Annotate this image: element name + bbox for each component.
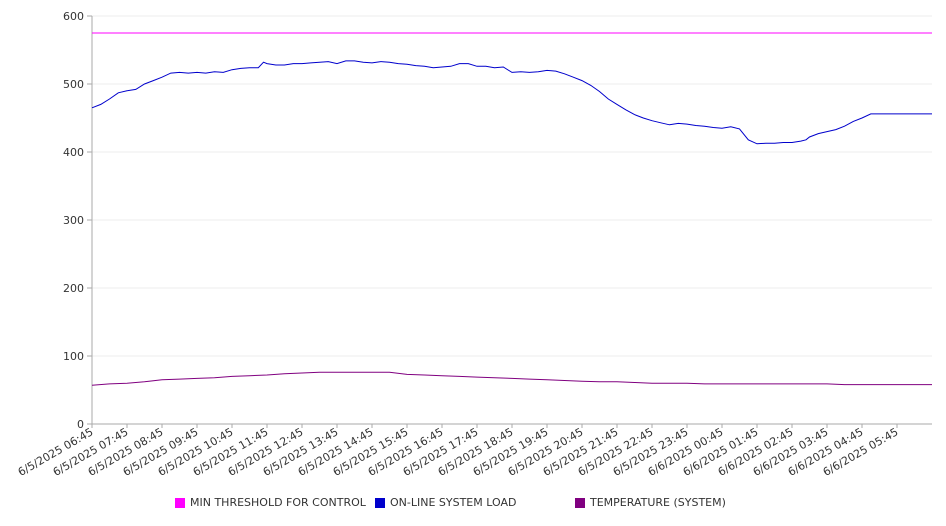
y-tick-label-100: 100 [63, 350, 84, 363]
line-chart: 0 100 200 300 400 500 600 6/5/2025 06:456/5/20… [16, 10, 932, 479]
gridlines [92, 15, 932, 357]
y-tick-label-500: 500 [63, 78, 84, 91]
series-line-1 [91, 60, 932, 145]
y-tick-label-0: 0 [77, 418, 84, 431]
series-lines [91, 32, 932, 386]
y-tick-label-600: 600 [63, 10, 84, 23]
legend-swatch-temperature [575, 497, 585, 508]
legend-item-min-threshold[interactable]: MIN THRESHOLD FOR CONTROL [175, 496, 366, 509]
y-tick-label-400: 400 [63, 146, 84, 159]
legend-label-system-load: ON-LINE SYSTEM LOAD [390, 496, 517, 509]
legend-swatch-min-threshold [175, 497, 185, 508]
y-tick-label-300: 300 [63, 214, 84, 227]
x-axis-ticks: 6/5/2025 06:456/5/2025 07:456/5/2025 08:… [16, 424, 901, 479]
legend-item-system-load[interactable]: ON-LINE SYSTEM LOAD [375, 496, 516, 509]
legend-label-min-threshold: MIN THRESHOLD FOR CONTROL [190, 496, 366, 509]
y-tick-label-200: 200 [63, 282, 84, 295]
legend-item-temperature[interactable]: TEMPERATURE (SYSTEM) [575, 496, 726, 509]
series-line-2 [91, 371, 932, 386]
legend: MIN THRESHOLD FOR CONTROL ON-LINE SYSTEM… [0, 496, 946, 516]
legend-swatch-system-load [375, 497, 385, 508]
y-axis-ticks: 0 100 200 300 400 500 600 [63, 10, 92, 431]
legend-label-temperature: TEMPERATURE (SYSTEM) [590, 496, 726, 509]
